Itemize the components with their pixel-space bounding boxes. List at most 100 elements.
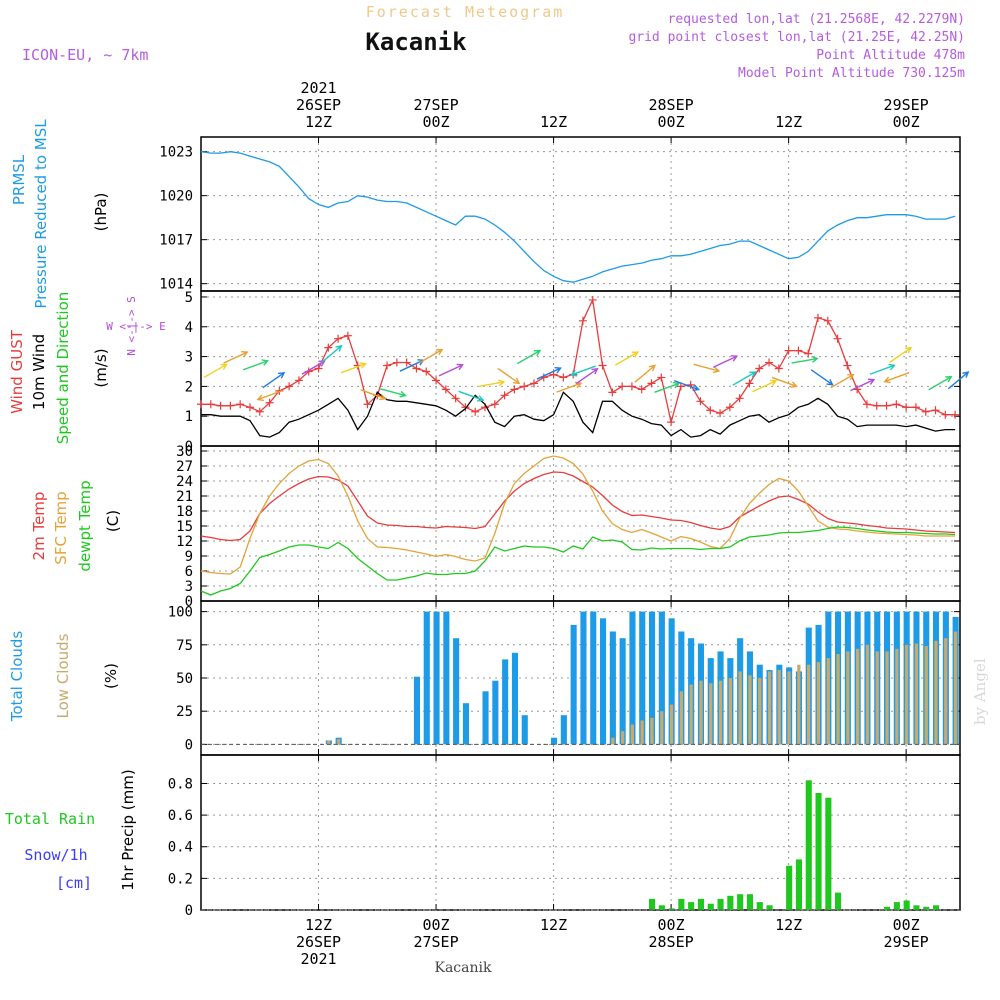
wind-arrow-head xyxy=(261,359,269,366)
y-tick-label: 1020 xyxy=(159,189,193,205)
time-label-top: 26SEP xyxy=(296,96,341,114)
time-label-top: 12Z xyxy=(305,113,332,131)
wind-arrow xyxy=(262,372,285,389)
gust-marker xyxy=(245,403,254,412)
bar-total-clouds xyxy=(619,638,626,745)
wind-arrow xyxy=(556,382,582,393)
bar-total-clouds xyxy=(600,618,607,745)
bar-low-clouds xyxy=(679,691,683,745)
y-tick-label: 6 xyxy=(185,564,193,580)
bar-total-rain xyxy=(697,898,704,910)
bar-total-rain xyxy=(707,903,714,910)
bar-low-clouds xyxy=(875,651,879,745)
ylabel-gust: Wind GUST xyxy=(8,329,26,414)
gust-marker xyxy=(314,364,323,373)
gust-marker xyxy=(392,358,401,367)
wind-arrow-head xyxy=(456,363,464,371)
bar-total-rain xyxy=(668,908,675,910)
wind-arrow xyxy=(693,363,719,372)
bar-total-clouds xyxy=(580,611,587,745)
bar-low-clouds xyxy=(660,711,664,745)
gust-marker xyxy=(951,410,960,419)
gust-marker xyxy=(578,316,587,325)
bar-total-clouds xyxy=(423,611,430,745)
wind-arrow-head xyxy=(513,377,521,385)
gust-marker xyxy=(686,380,695,389)
bar-low-clouds xyxy=(327,740,331,745)
wind-arrow xyxy=(380,388,406,397)
gust-marker xyxy=(706,406,715,415)
wind-arrow-head xyxy=(648,364,656,372)
gust-marker xyxy=(774,364,783,373)
wind-arrow-head xyxy=(477,395,485,402)
gridpoint-coords: grid point closest lon,lat (21.25E, 42.2… xyxy=(628,30,965,45)
ylabel-dewpt: dewpt Temp xyxy=(76,480,94,571)
panel-2: 0 1 2 3 4 5 xyxy=(185,290,961,455)
bar-low-clouds xyxy=(699,680,703,745)
y-tick-label: 3 xyxy=(185,579,193,595)
bar-low-clouds xyxy=(797,664,801,745)
time-label-top: 29SEP xyxy=(884,96,929,114)
wind-arrow xyxy=(203,363,227,379)
ylabel-total-clouds: Total Clouds xyxy=(8,631,26,723)
gust-marker xyxy=(206,400,215,409)
gust-marker xyxy=(755,364,764,373)
wind-arrow xyxy=(497,367,520,384)
wind-arrow xyxy=(752,380,777,393)
ylabel-snow: Snow/1h xyxy=(24,846,87,864)
bar-low-clouds xyxy=(826,658,830,745)
wind-arrow xyxy=(732,371,756,386)
time-label-bottom: 29SEP xyxy=(884,933,929,951)
y-tick-label: 0.8 xyxy=(168,776,193,792)
bar-low-clouds xyxy=(630,724,634,745)
wind-arrow-head xyxy=(554,366,562,374)
wind-arrow xyxy=(478,381,504,388)
y-tick-label: 0 xyxy=(185,903,193,919)
gust-marker xyxy=(696,397,705,406)
bar-total-rain xyxy=(913,905,920,910)
wind-arrow xyxy=(257,389,283,401)
gust-marker xyxy=(794,346,803,355)
ylabel-prmsl: PRMSL xyxy=(10,154,28,205)
point-altitude: Point Altitude 478m xyxy=(816,48,965,63)
wind-arrow-head xyxy=(220,363,228,370)
time-label-bottom: 00Z xyxy=(422,916,449,934)
watermark: by Angel xyxy=(971,658,989,725)
gust-marker xyxy=(236,400,245,409)
ylabel-10m-wind: 10m Wind xyxy=(30,334,48,410)
bar-low-clouds xyxy=(787,671,791,745)
y-tick-label: 1023 xyxy=(159,145,193,161)
time-label-bottom: 12Z xyxy=(540,916,567,934)
bar-low-clouds xyxy=(836,654,840,745)
wind-arrow xyxy=(223,351,248,364)
wind-arrow-head xyxy=(533,349,542,357)
model-altitude: Model Point Altitude 730.125m xyxy=(738,66,965,81)
bar-low-clouds xyxy=(336,739,341,745)
wind-arrow xyxy=(458,390,484,401)
compass-ns: N <-|-> S xyxy=(125,296,138,356)
y-tick-label: 3 xyxy=(185,350,193,366)
gust-marker xyxy=(363,400,372,409)
wind-arrow xyxy=(340,363,366,374)
wind-arrow xyxy=(889,347,912,364)
wind-arrow xyxy=(242,360,268,371)
ylabel-c: (C) xyxy=(104,510,122,532)
wind-arrow-head xyxy=(962,371,970,378)
bar-total-rain xyxy=(727,895,734,910)
bar-total-clouds xyxy=(560,715,567,745)
y-tick-label: 0.2 xyxy=(168,871,193,887)
series-line-wind-gust xyxy=(201,297,956,423)
panel-frame xyxy=(200,754,961,911)
bar-total-rain xyxy=(766,905,773,910)
bar-low-clouds xyxy=(748,675,752,745)
gust-marker xyxy=(862,400,871,409)
wind-arrow-head xyxy=(359,362,367,369)
wind-arrow-head xyxy=(278,371,286,379)
time-label-bottom: 27SEP xyxy=(413,933,458,951)
bar-low-clouds xyxy=(895,648,899,745)
series-line-sfc-temp xyxy=(200,455,956,575)
y-tick-label: 12 xyxy=(176,534,193,550)
y-tick-label: 100 xyxy=(168,605,193,621)
